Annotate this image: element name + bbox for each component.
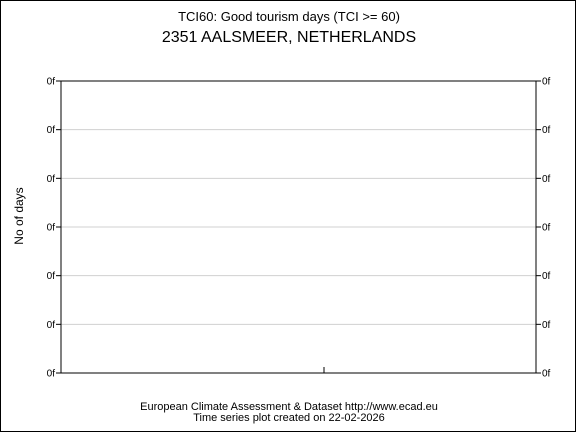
y-tick-label-right: 0f bbox=[542, 125, 551, 136]
y-tick-label-left: 0f bbox=[47, 223, 56, 234]
y-tick-label-left: 0f bbox=[47, 77, 56, 88]
chart-title: TCI60: Good tourism days (TCI >= 60) bbox=[178, 9, 400, 24]
y-tick-labels: 0f 0f 0f 0f 0f 0f 0f 0f 0f 0f 0f 0f 0f 0f bbox=[47, 77, 551, 380]
chart-subtitle: 2351 AALSMEER, NETHERLANDS bbox=[162, 29, 416, 46]
footer-source: European Climate Assessment & Dataset ht… bbox=[140, 401, 438, 413]
y-tick-label-left: 0f bbox=[47, 271, 56, 282]
y-tick-label-left: 0f bbox=[47, 369, 56, 380]
y-tick-label-left: 0f bbox=[47, 174, 56, 185]
y-tick-label-left: 0f bbox=[47, 125, 56, 136]
y-tick-label-right: 0f bbox=[542, 223, 551, 234]
y-tick-label-right: 0f bbox=[542, 271, 551, 282]
y-tick-label-right: 0f bbox=[542, 77, 551, 88]
grid-lines bbox=[61, 129, 536, 325]
y-tick-label-right: 0f bbox=[542, 369, 551, 380]
y-tick-label-right: 0f bbox=[542, 320, 551, 331]
y-tick-label-right: 0f bbox=[542, 174, 551, 185]
y-axis-label: No of days bbox=[12, 187, 26, 244]
y-tick-label-left: 0f bbox=[47, 320, 56, 331]
footer-created: Time series plot created on 22-02-2026 bbox=[193, 412, 385, 424]
